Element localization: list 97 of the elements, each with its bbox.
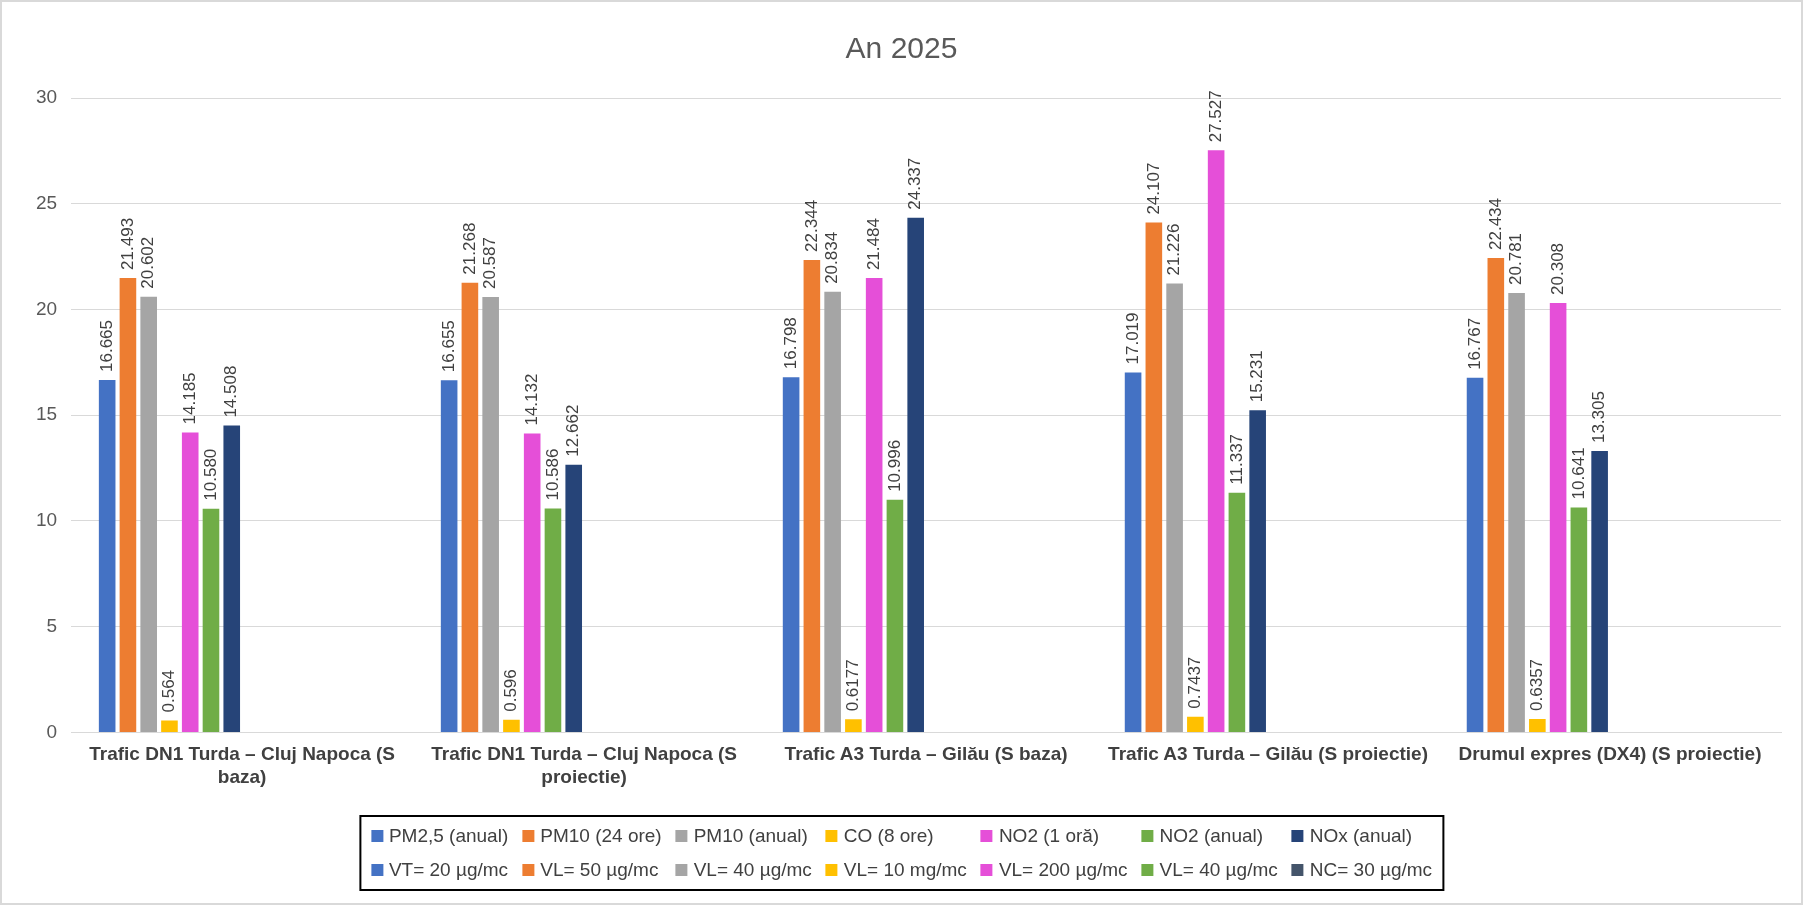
y-tick-label: 10 — [35, 509, 58, 531]
x-tick-label: Trafic DN1 Turda – Cluj Napoca (S proiectie) — [431, 743, 738, 787]
bar — [119, 277, 137, 732]
bar — [565, 464, 583, 732]
bar — [886, 499, 904, 732]
x-tick-label: Trafic A3 Turda – Gilău (S proiectie) — [1108, 743, 1428, 765]
bar — [1207, 150, 1225, 732]
data-label: 20.781 — [1506, 232, 1526, 285]
data-label: 0.7437 — [1185, 656, 1205, 709]
legend-label: VL= 40 µg/mc — [1159, 859, 1278, 881]
data-label: 22.434 — [1485, 198, 1505, 250]
data-label: 10.641 — [1568, 447, 1588, 500]
bar — [824, 291, 841, 732]
data-label: 14.508 — [221, 365, 241, 418]
data-label: 21.268 — [459, 222, 479, 275]
legend-label: PM2,5 (anual) — [388, 825, 509, 847]
bar — [1549, 302, 1567, 732]
data-label: 20.602 — [138, 236, 158, 289]
bar — [223, 425, 241, 732]
bar — [98, 379, 116, 732]
data-label: 16.665 — [96, 319, 116, 372]
data-label: 0.6357 — [1527, 658, 1547, 711]
bar — [1508, 292, 1525, 732]
bar — [523, 433, 541, 732]
bar — [461, 282, 479, 732]
chart-title: An 2025 — [845, 31, 958, 65]
y-tick-label: 0 — [46, 720, 58, 742]
legend-label: VL= 200 µg/mc — [998, 859, 1128, 881]
data-label: 12.662 — [563, 404, 583, 457]
legend-label: NO2 (anual) — [1159, 825, 1264, 847]
bar — [865, 278, 883, 732]
bar — [544, 508, 562, 732]
bar — [1145, 222, 1163, 732]
bar — [503, 719, 520, 732]
bar — [1466, 377, 1484, 732]
legend-label: PM10 (24 ore) — [540, 825, 662, 847]
bar — [1591, 451, 1608, 732]
data-label: 21.484 — [863, 218, 883, 271]
data-label: 22.344 — [801, 199, 821, 252]
x-tick-label: Trafic DN1 Turda – Cluj Napoca (S baza) — [89, 743, 396, 787]
bar — [440, 380, 458, 732]
bar — [1487, 258, 1505, 732]
data-label: 10.586 — [542, 448, 562, 501]
y-tick-label: 25 — [35, 191, 58, 213]
bar — [482, 297, 499, 732]
legend-label: CO (8 ore) — [843, 825, 934, 847]
legend-label: VL= 50 µg/mc — [540, 859, 659, 881]
data-label: 10.996 — [884, 439, 904, 492]
bar — [1124, 372, 1142, 732]
data-label: 0.6177 — [843, 659, 863, 712]
bar — [140, 296, 157, 732]
legend-label: NC= 30 µg/mc — [1309, 859, 1433, 881]
bar — [1249, 410, 1266, 732]
bar — [181, 432, 199, 732]
data-label: 16.767 — [1464, 317, 1484, 370]
data-label: 14.132 — [521, 373, 541, 426]
bar — [1228, 492, 1246, 732]
x-tick-label: Drumul expres (DX4) (S proiectie) — [1458, 743, 1762, 765]
data-label: 16.798 — [780, 317, 800, 370]
y-tick-label: 5 — [46, 614, 58, 636]
data-label: 24.337 — [905, 157, 925, 210]
data-label: 13.305 — [1589, 391, 1609, 444]
data-label: 27.527 — [1205, 90, 1225, 143]
bar — [1187, 716, 1204, 732]
x-tick-label: Trafic A3 Turda – Gilău (S baza) — [784, 743, 1068, 765]
bar — [782, 377, 800, 732]
bar — [907, 217, 924, 732]
data-label: 14.185 — [179, 372, 199, 425]
legend-label: PM10 (anual) — [693, 825, 808, 847]
data-label: 20.834 — [822, 231, 842, 284]
bar — [1529, 718, 1546, 732]
data-label: 0.564 — [159, 669, 179, 713]
bar — [845, 719, 862, 732]
bar — [803, 259, 821, 732]
data-label: 11.337 — [1226, 433, 1246, 485]
legend-label: VL= 10 mg/mc — [843, 859, 967, 881]
bar — [1166, 283, 1183, 732]
data-label: 20.587 — [480, 237, 500, 290]
bar — [1570, 507, 1588, 732]
data-label: 21.226 — [1164, 223, 1184, 276]
bar — [202, 508, 220, 732]
data-label: 16.655 — [438, 320, 458, 373]
data-label: 20.308 — [1547, 242, 1567, 295]
data-label: 10.580 — [200, 448, 220, 501]
legend-label: NO2 (1 oră) — [998, 825, 1100, 847]
bar — [161, 720, 178, 732]
data-label: 17.019 — [1122, 312, 1142, 365]
legend-label: NOx (anual) — [1309, 825, 1413, 847]
y-tick-label: 30 — [35, 86, 58, 108]
data-label: 15.231 — [1247, 350, 1267, 403]
y-tick-label: 20 — [35, 297, 58, 319]
legend-label: VL= 40 µg/mc — [693, 859, 812, 881]
data-label: 24.107 — [1143, 162, 1163, 215]
legend-label: VT= 20 µg/mc — [388, 859, 509, 881]
data-label: 0.596 — [501, 669, 521, 712]
y-tick-label: 15 — [35, 403, 58, 425]
data-label: 21.493 — [117, 217, 137, 270]
